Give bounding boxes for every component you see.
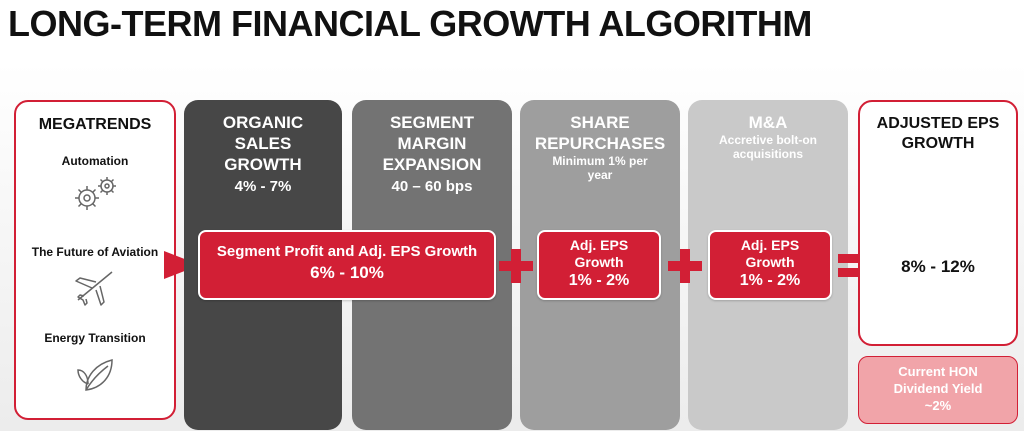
ma-eps-label: Growth [745, 254, 795, 270]
result-value: 8% - 12% [901, 257, 975, 276]
segment-profit-box: Segment Profit and Adj. EPS Growth 6% - … [198, 230, 496, 300]
column-title-line: M&A [748, 113, 788, 132]
column-title-line: SEGMENT [389, 113, 475, 132]
column-value: 40 – 60 bps [391, 178, 473, 195]
column-value: 4% - 7% [234, 178, 292, 195]
ma-eps-label: Adj. EPS [740, 237, 800, 253]
column-subtitle-line: year [587, 168, 613, 182]
megatrend-automation-label: Automation [61, 154, 129, 168]
adjusted-eps-growth-panel: ADJUSTED EPS GROWTH 8% - 12% [858, 100, 1018, 346]
column-title-line: EXPANSION [382, 155, 482, 174]
column-title-line: ORGANIC [222, 113, 304, 132]
column-subtitle-line: Minimum 1% per [552, 154, 648, 168]
megatrends-heading: MEGATRENDS [38, 116, 152, 133]
leaf-icon [77, 359, 113, 391]
plus-icon [668, 249, 702, 283]
plus-icon [499, 249, 533, 283]
result-title-line: ADJUSTED EPS [876, 115, 1000, 132]
repurchase-eps-label: Growth [574, 254, 624, 270]
equals-icon [838, 254, 866, 278]
dividend-line: ~2% [924, 398, 952, 413]
dividend-line: Current HON [898, 364, 978, 379]
arrow-icon [164, 251, 200, 279]
column-title-line: SALES [234, 134, 292, 153]
megatrend-energy-label: Energy Transition [44, 331, 146, 345]
megatrend-aviation-label: The Future of Aviation [31, 245, 159, 259]
segment-profit-label: Segment Profit and Adj. EPS Growth [216, 243, 478, 260]
column-title-line: SHARE [570, 113, 630, 132]
ma-eps-value: 1% - 2% [739, 272, 801, 289]
page-title: LONG-TERM FINANCIAL GROWTH ALGORITHM [8, 3, 812, 44]
repurchase-eps-value: 1% - 2% [568, 272, 630, 289]
ma-eps-box: Adj. EPS Growth 1% - 2% [708, 230, 832, 300]
repurchase-eps-box: Adj. EPS Growth 1% - 2% [537, 230, 661, 300]
dividend-line: Dividend Yield [893, 381, 983, 396]
result-title-line: GROWTH [901, 135, 975, 152]
column-title-line: GROWTH [224, 155, 302, 174]
megatrends-panel: MEGATRENDS Automation The Future of Avia… [14, 100, 176, 420]
column-title-line: REPURCHASES [534, 134, 666, 153]
gears-icon [75, 177, 116, 210]
repurchase-eps-label: Adj. EPS [569, 237, 629, 253]
column-title-line: MARGIN [397, 134, 467, 153]
column-subtitle-line: Accretive bolt-on [718, 133, 817, 147]
column-subtitle-line: acquisitions [732, 147, 803, 161]
airplane-icon [75, 271, 113, 306]
segment-profit-value: 6% - 10% [310, 263, 384, 282]
dividend-yield-box: Current HON Dividend Yield ~2% [858, 356, 1018, 424]
